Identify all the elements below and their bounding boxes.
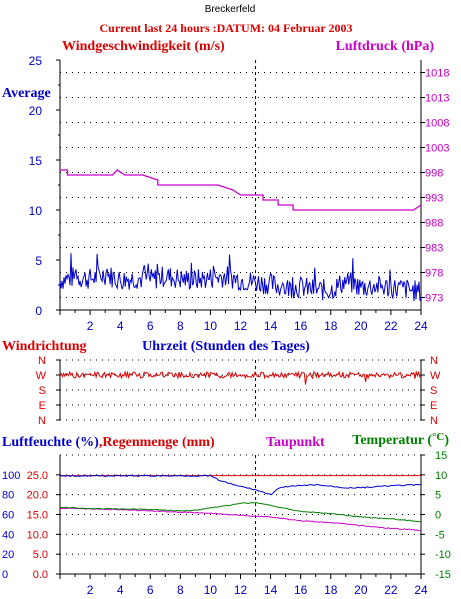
rain-tick-label: 20.0 xyxy=(27,490,48,502)
y-tick-label: 15 xyxy=(29,154,43,168)
x-tick-label: 22 xyxy=(384,319,398,333)
direction-tick-label-right: N xyxy=(430,415,438,427)
wind-direction-panel: N NW WS SE EN N xyxy=(36,355,441,427)
humidity-tick-label: 60 xyxy=(2,510,14,522)
x-tick-label: 14 xyxy=(264,583,278,597)
temperature-tick-label: 5 xyxy=(435,490,441,502)
humidity-axis-label: Luftfeuchte (%) xyxy=(2,435,99,450)
x-tick-label: 6 xyxy=(147,583,154,597)
rain-axis-label: Regenmenge (mm) xyxy=(102,435,215,450)
y-tick-label: 10 xyxy=(29,204,43,218)
x-tick-label: 20 xyxy=(354,319,368,333)
temperature-unit: °C xyxy=(432,431,444,443)
x-tick-label: 2 xyxy=(87,319,94,333)
rain-tick-label: 10.0 xyxy=(27,529,48,541)
station-name: Breckerfeld xyxy=(205,4,256,15)
x-tick-label: 8 xyxy=(177,583,184,597)
y2-tick-label: 978 xyxy=(425,268,443,280)
direction-tick-label: W xyxy=(36,370,47,382)
temperature-tick-label: -15 xyxy=(435,569,451,581)
x-tick-label: 24 xyxy=(414,583,428,597)
humidity-tick-label: 40 xyxy=(2,529,14,541)
y2-tick-label: 998 xyxy=(425,168,443,180)
humidity-tick-label: 20 xyxy=(2,549,14,561)
y-tick-label: 5 xyxy=(35,254,42,268)
y-tick-label: 25 xyxy=(29,54,43,68)
direction-tick-label: S xyxy=(39,385,46,397)
humidity-rain-label: Luftfeuchte (%),Regenmenge (mm) xyxy=(2,435,215,450)
y-tick-label: 0 xyxy=(35,304,42,318)
y2-tick-label: 973 xyxy=(425,293,443,305)
y2-tick-label: 993 xyxy=(425,193,443,205)
humidity-tick-label: 100 xyxy=(2,470,20,482)
wind-direction-line xyxy=(59,370,422,385)
dewpoint-label: Taupunkt xyxy=(266,435,325,450)
x-tick-label: 2 xyxy=(87,583,94,597)
temperature-label-text: Temperatur ( xyxy=(352,433,432,448)
date-title: Current last 24 hours :DATUM: 04 Februar… xyxy=(100,21,353,35)
x-tick-label: 14 xyxy=(264,319,278,333)
wind-direction-label: Windrichtung xyxy=(2,339,87,354)
x-tick-label: 24 xyxy=(414,319,428,333)
pressure-line xyxy=(60,169,422,211)
y2-tick-label: 1008 xyxy=(425,118,449,130)
y2-tick-label: 988 xyxy=(425,218,443,230)
humidity-tick-label: 0 xyxy=(2,569,8,581)
rain-tick-label: 0.0 xyxy=(33,569,48,581)
wind-speed-axis-label: Windgeschwindigkeit (m/s) xyxy=(62,39,225,54)
y2-tick-label: 1018 xyxy=(425,68,449,80)
x-tick-label: 22 xyxy=(384,583,398,597)
pressure-axis-label: Luftdruck (hPa) xyxy=(336,39,435,54)
direction-tick-label-right: E xyxy=(430,400,437,412)
x-tick-label: 4 xyxy=(117,319,124,333)
humidity-temperature-panel: -15 -10 -5 0 5 10 15 0 0.0 20 5.0 40 10.0 60 15.0 80 20.… xyxy=(2,450,451,597)
direction-tick-label-right: W xyxy=(430,370,441,382)
direction-tick-label-right: N xyxy=(430,355,438,367)
x-tick-label: 12 xyxy=(234,583,248,597)
y-tick-label: 20 xyxy=(29,104,43,118)
y2-tick-label: 1013 xyxy=(425,93,449,105)
rain-tick-label: 25.0 xyxy=(27,470,48,482)
x-tick-label: 16 xyxy=(294,319,308,333)
dewpoint-line xyxy=(59,507,422,532)
direction-tick-label: E xyxy=(39,400,46,412)
wind-pressure-panel: 9739789839889939981003100810131018051015… xyxy=(29,54,450,333)
x-tick-label: 12 xyxy=(234,319,248,333)
humidity-tick-label: 80 xyxy=(2,490,14,502)
rain-tick-label: 5.0 xyxy=(33,549,48,561)
temperature-tick-label: 0 xyxy=(435,510,441,522)
rain-tick-label: 15.0 xyxy=(27,510,48,522)
x-tick-label: 10 xyxy=(204,583,218,597)
x-tick-label: 6 xyxy=(147,319,154,333)
temperature-tick-label: 15 xyxy=(435,450,447,462)
temperature-line xyxy=(59,501,422,523)
average-label: Average xyxy=(2,86,51,101)
direction-tick-label: N xyxy=(38,415,46,427)
temperature-label-close: ) xyxy=(444,433,449,448)
temperature-tick-label: -5 xyxy=(435,529,445,541)
direction-tick-label-right: S xyxy=(430,385,437,397)
x-tick-label: 18 xyxy=(324,319,338,333)
x-axis-title: Uhrzeit (Stunden des Tages) xyxy=(142,339,310,354)
direction-tick-label: N xyxy=(38,355,46,367)
x-tick-label: 18 xyxy=(324,583,338,597)
x-tick-label: 10 xyxy=(204,319,218,333)
y2-tick-label: 1003 xyxy=(425,143,449,155)
temperature-tick-label: 10 xyxy=(435,470,447,482)
x-tick-label: 8 xyxy=(177,319,184,333)
temperature-tick-label: -10 xyxy=(435,549,451,561)
y2-tick-label: 983 xyxy=(425,243,443,255)
x-tick-label: 16 xyxy=(294,583,308,597)
wind-speed-line xyxy=(59,253,422,301)
temperature-axis-label: Temperatur (°C) xyxy=(352,431,449,448)
x-tick-label: 20 xyxy=(354,583,368,597)
x-tick-label: 4 xyxy=(117,583,124,597)
label-comma: , xyxy=(99,435,103,450)
humidity-line xyxy=(59,474,422,496)
